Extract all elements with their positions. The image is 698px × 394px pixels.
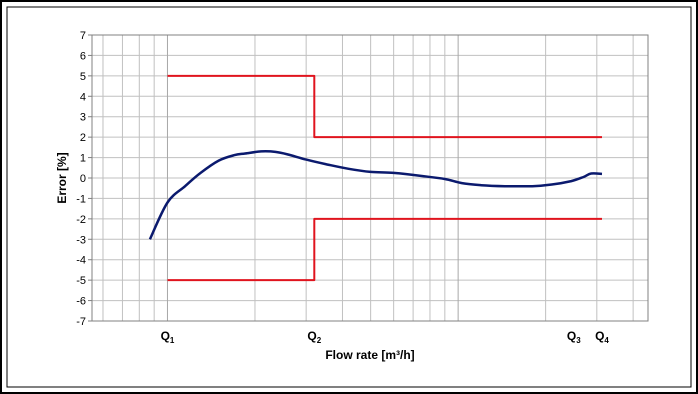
x-marker-labels: Q1 Q2 Q3 Q4 xyxy=(161,329,610,345)
x-marker-label-q1: Q1 xyxy=(161,329,175,345)
y-tick-label: -6 xyxy=(76,296,86,308)
y-tick-label: 2 xyxy=(80,132,86,144)
y-tick-labels: 7 6 5 4 3 2 1 0 -1 -2 -3 -4 -5 -6 -7 xyxy=(76,30,92,328)
y-tick-label: -2 xyxy=(76,214,86,226)
plot-border xyxy=(91,34,649,322)
upper-limit-line xyxy=(167,74,602,139)
x-marker-label-q2: Q2 xyxy=(307,329,321,345)
y-axis-title: Error [%] xyxy=(55,152,69,203)
y-tick-label: 6 xyxy=(80,50,86,62)
inner-frame xyxy=(6,6,692,388)
y-tick-label: -5 xyxy=(76,275,86,287)
lower-limit-line xyxy=(167,217,602,282)
y-tick-label: 5 xyxy=(80,71,86,83)
y-tick-label: -1 xyxy=(76,193,86,205)
y-tick-label: 3 xyxy=(80,112,86,124)
y-tick-label: 4 xyxy=(80,91,86,103)
y-tick-label: 1 xyxy=(80,153,86,165)
y-tick-label: -4 xyxy=(76,255,86,267)
x-marker-label-q4: Q4 xyxy=(595,329,609,345)
y-tick-label: -3 xyxy=(76,234,86,246)
y-tick-label: 7 xyxy=(80,30,86,42)
error-curve-line xyxy=(148,150,603,240)
y-tick-label: 0 xyxy=(80,173,86,185)
x-axis-title: Flow rate [m³/h] xyxy=(325,348,414,362)
y-tick-label: -7 xyxy=(76,316,86,328)
x-marker-label-q3: Q3 xyxy=(567,329,581,345)
series xyxy=(148,74,603,282)
